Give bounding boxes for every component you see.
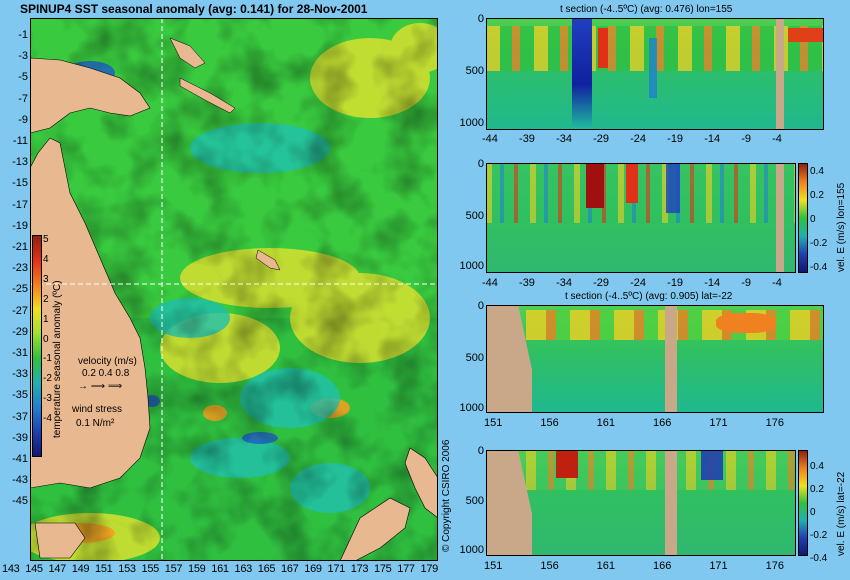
section4-x-axis: 151 156 161 166 171 176 — [484, 560, 784, 572]
section4-side-label: vel. E (m/s) lat=-22 — [836, 471, 847, 556]
colorbar — [32, 235, 42, 457]
wind-stress-label: wind stress — [72, 404, 123, 415]
velocity-arrows-icon: → ⟶ ⟹ — [78, 381, 123, 392]
velocity-legend-label: velocity (m/s) — [78, 356, 137, 367]
section1-title: t section (-4..5ºC) (avg: 0.476) lon=155 — [560, 4, 733, 15]
section3-title: t section (-4..5ºC) (avg: 0.905) lat=-22 — [565, 291, 733, 302]
s1-y0: 0 — [477, 13, 484, 25]
section2-side-label: vel. E (m/s) lon=155 — [836, 182, 847, 272]
s3-y0: 0 — [477, 300, 484, 312]
s1-y1000: 1000 — [459, 117, 484, 129]
s2-y500: 500 — [465, 210, 484, 222]
velocity-legend-values: 0.2 0.4 0.8 — [82, 368, 130, 379]
s2-y1000: 1000 — [459, 260, 484, 272]
s2-y0: 0 — [477, 158, 484, 170]
section1-x-axis: -44 -39 -34 -29 -24 -19 -14 -9 -4 — [482, 133, 782, 145]
s4-y0: 0 — [477, 445, 484, 457]
section1-plot — [486, 18, 824, 130]
section3-x-axis: 151 156 161 166 171 176 — [484, 417, 784, 429]
section2-colorbar — [798, 163, 808, 273]
map-y-axis: -1 -3 -5 -7 -9 -11 -13 -15 -17 -19 -21 -23 -25 -27 -29… — [12, 29, 28, 508]
section4-colorbar — [798, 450, 808, 556]
s3-y1000: 1000 — [459, 402, 484, 414]
map-x-axis: 143 145 147 149 151 153 155 157 159 161 163 165 167 1… — [2, 563, 438, 575]
section2-plot — [486, 163, 796, 273]
section4-plot — [486, 450, 796, 556]
section3-plot — [486, 305, 824, 413]
section2-colorbar-ticks: 0.4 0.2 0 -0.2 -0.4 — [810, 166, 828, 273]
colorbar-ticks: 5 4 3 2 1 0 -1 -2 -3 -4 — [43, 234, 52, 425]
s3-y500: 500 — [465, 352, 484, 364]
sst-map: 5 4 3 2 1 0 -1 -2 -3 -4 temperature seasonal anom… — [30, 18, 438, 561]
colorbar-label: temperature seasonal anomaly (ºC) — [52, 280, 63, 438]
section2-x-axis: -44 -39 -34 -29 -24 -19 -14 -9 -4 — [482, 277, 782, 289]
map-title: SPINUP4 SST seasonal anomaly (avg: 0.141… — [20, 2, 368, 16]
s4-y1000: 1000 — [459, 544, 484, 556]
s4-y500: 500 — [465, 495, 484, 507]
s1-y500: 500 — [465, 65, 484, 77]
section4-colorbar-ticks: 0.4 0.2 0 -0.2 -0.4 — [810, 461, 828, 564]
wind-stress-value: 0.1 N/m² — [76, 418, 115, 429]
